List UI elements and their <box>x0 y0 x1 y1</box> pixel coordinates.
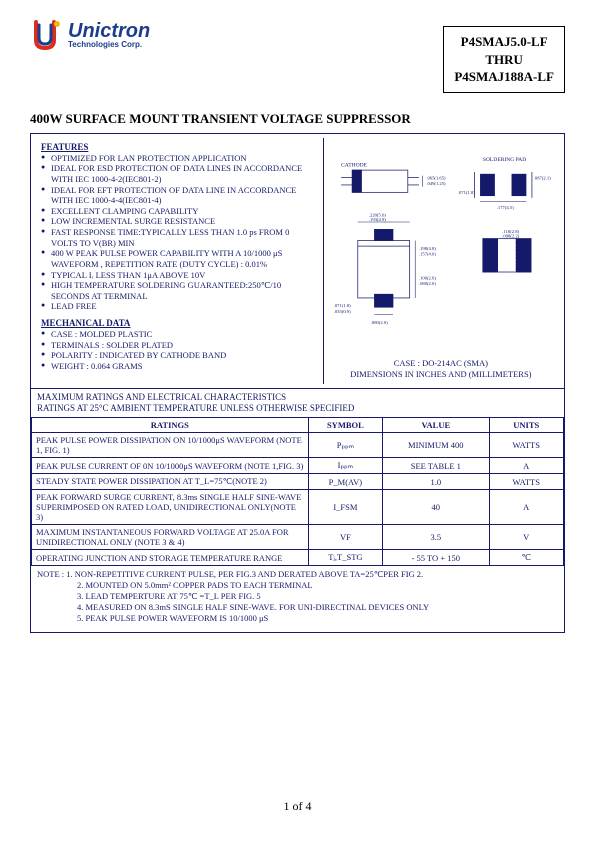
table-header-row: RATINGS SYMBOL VALUE UNITS <box>32 418 564 433</box>
features-list: OPTIMIZED FOR LAN PROTECTION APPLICATION… <box>41 153 313 312</box>
svg-text:.071(1.8): .071(1.8) <box>333 304 350 309</box>
svg-text:.193(4.9): .193(4.9) <box>369 218 386 223</box>
note-4: 4. MEASURED ON 8.3mS SINGLE HALF SINE-WA… <box>37 602 429 613</box>
svg-text:.080(2.0): .080(2.0) <box>419 282 436 287</box>
note-3: 3. LEAD TEMPERTURE AT 75℃ =T_L PER FIG. … <box>37 591 261 602</box>
feature-item: FAST RESPONSE TIME:TYPICALLY LESS THAN 1… <box>41 227 313 248</box>
header-row: Unictron Technologies Corp. P4SMAJ5.0-LF… <box>30 18 565 93</box>
cathode-label: CATHODE <box>341 162 367 168</box>
logo: Unictron Technologies Corp. <box>30 18 150 52</box>
note-1: 1. NON-REPETITIVE CURRENT PULSE, PER FIG… <box>66 569 423 579</box>
feature-item: LOW INCREMENTAL SURGE RESISTANCE <box>41 216 313 227</box>
mechanical-heading: MECHANICAL DATA <box>41 318 313 328</box>
feature-item: TYPICAL Iᵣ LESS THAN 1μA ABOVE 10V <box>41 270 313 281</box>
svg-text:.177(4.5): .177(4.5) <box>496 206 513 211</box>
mechanical-list: CASE : MOLDED PLASTIC TERMINALS : SOLDER… <box>41 329 313 372</box>
feature-item: IDEAL FOR ESD PROTECTION OF DATA LINES I… <box>41 163 313 184</box>
table-row: OPERATING JUNCTION AND STORAGE TEMPERATU… <box>32 550 564 566</box>
case-line-2: DIMENSIONS IN INCHES AND (MILLIMETERS) <box>330 369 552 380</box>
part-line-3: P4SMAJ188A-LF <box>454 68 554 86</box>
soldering-pad-label: SOLDERING PAD <box>483 157 526 163</box>
feature-item: EXCELLENT CLAMPING CAPABILITY <box>41 206 313 217</box>
page: Unictron Technologies Corp. P4SMAJ5.0-LF… <box>0 0 595 842</box>
mechanical-item: CASE : MOLDED PLASTIC <box>41 329 313 340</box>
mechanical-item: WEIGHT : 0.064 GRAMS <box>41 361 313 372</box>
page-title: 400W SURFACE MOUNT TRANSIENT VOLTAGE SUP… <box>30 111 565 127</box>
svg-text:.049(1.25): .049(1.25) <box>426 182 446 187</box>
note-5: 5. PEAK PULSE POWER WAVEFORM IS 10/1000 … <box>37 613 268 624</box>
part-line-2: THRU <box>454 51 554 69</box>
col-ratings: RATINGS <box>32 418 309 433</box>
ratings-table: RATINGS SYMBOL VALUE UNITS PEAK PULSE PO… <box>31 417 564 566</box>
ratings-heading-l2: RATINGS AT 25°C AMBIENT TEMPERATURE UNLE… <box>37 403 558 414</box>
svg-text:.198(4.8): .198(4.8) <box>419 246 436 251</box>
table-row: STEADY STATE POWER DISSIPATION AT T_L=75… <box>32 474 564 490</box>
mechanical-item: POLARITY : INDICATED BY CATHODE BAND <box>41 350 313 361</box>
case-line-1: CASE : DO-214AC (SMA) <box>330 358 552 369</box>
svg-text:.100(2.6): .100(2.6) <box>419 276 436 281</box>
feature-item: HIGH TEMPERATURE SOLDERING GUARANTEED:25… <box>41 280 313 301</box>
logo-brand: Unictron <box>68 21 150 41</box>
package-diagram-icon: CATHODE .065(1.65) .049(1.25) SOLDERING … <box>330 142 552 352</box>
part-number-box: P4SMAJ5.0-LF THRU P4SMAJ188A-LF <box>443 26 565 93</box>
note-2: 2. MOUNTED ON 5.0mm² COPPER PADS TO EACH… <box>37 580 313 591</box>
diagram-panel: CATHODE .065(1.65) .049(1.25) SOLDERING … <box>323 138 558 384</box>
logo-text: Unictron Technologies Corp. <box>68 21 150 49</box>
table-row: PEAK FORWARD SURGE CURRENT, 8.3ms SINGLE… <box>32 490 564 525</box>
ratings-heading: MAXIMUM RATINGS AND ELECTRICAL CHARACTER… <box>31 389 564 418</box>
svg-text:.080(2.0): .080(2.0) <box>370 321 387 326</box>
features-box: FEATURES OPTIMIZED FOR LAN PROTECTION AP… <box>30 133 565 389</box>
logo-subtitle: Technologies Corp. <box>68 41 150 49</box>
col-value: VALUE <box>383 418 489 433</box>
ratings-heading-l1: MAXIMUM RATINGS AND ELECTRICAL CHARACTER… <box>37 392 558 403</box>
svg-text:.065(1.65): .065(1.65) <box>426 176 446 181</box>
col-symbol: SYMBOL <box>308 418 382 433</box>
part-line-1: P4SMAJ5.0-LF <box>454 33 554 51</box>
notes: NOTE : 1. NON-REPETITIVE CURRENT PULSE, … <box>31 566 564 632</box>
col-units: UNITS <box>489 418 564 433</box>
mechanical-item: TERMINALS : SOLDER PLATED <box>41 340 313 351</box>
ratings-tbody: PEAK PULSE POWER DISSIPATION ON 10/1000μ… <box>32 433 564 566</box>
table-row: PEAK PULSE CURRENT OF 0N 10/1000μS WAVEF… <box>32 458 564 474</box>
svg-text:.098(2.2): .098(2.2) <box>502 234 519 239</box>
feature-item: 400 W PEAK PULSE POWER CAPABILITY WITH A… <box>41 248 313 269</box>
feature-item: OPTIMIZED FOR LAN PROTECTION APPLICATION <box>41 153 313 164</box>
table-row: MAXIMUM INSTANTANEOUS FORWARD VOLTAGE AT… <box>32 525 564 550</box>
ratings-block: MAXIMUM RATINGS AND ELECTRICAL CHARACTER… <box>30 389 565 634</box>
feature-item: IDEAL FOR EFT PROTECTION OF DATA LINE IN… <box>41 185 313 206</box>
svg-text:.035(0.9): .035(0.9) <box>333 309 350 314</box>
features-heading: FEATURES <box>41 142 313 152</box>
page-number: 1 of 4 <box>0 799 595 814</box>
svg-text:.071(1.8): .071(1.8) <box>458 191 475 196</box>
logo-mark-icon <box>30 18 64 52</box>
features-left-col: FEATURES OPTIMIZED FOR LAN PROTECTION AP… <box>37 138 317 384</box>
table-row: PEAK PULSE POWER DISSIPATION ON 10/1000μ… <box>32 433 564 458</box>
svg-text:.157(4.0): .157(4.0) <box>419 252 436 257</box>
svg-text:.087(2.1): .087(2.1) <box>533 176 550 181</box>
note-lead: NOTE : <box>37 569 64 579</box>
feature-item: LEAD FREE <box>41 301 313 312</box>
case-caption: CASE : DO-214AC (SMA) DIMENSIONS IN INCH… <box>330 358 552 380</box>
